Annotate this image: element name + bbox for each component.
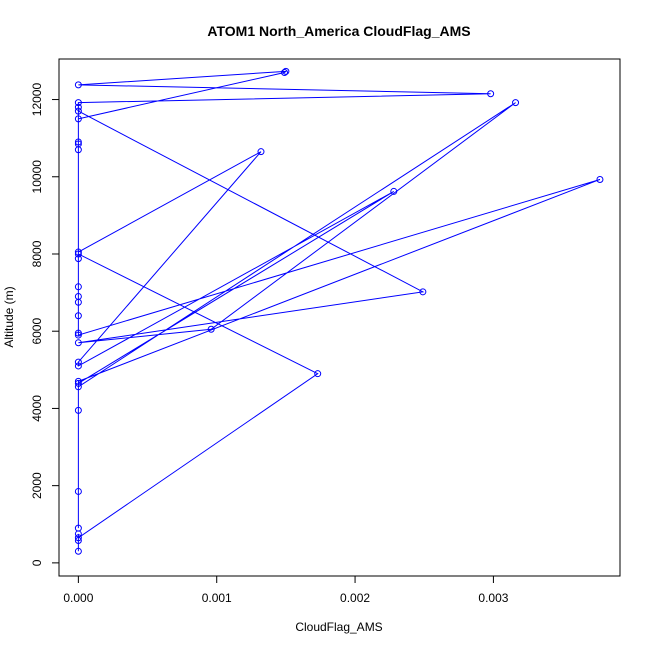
y-tick-label: 6000 <box>30 318 44 345</box>
data-point <box>596 175 604 183</box>
data-point <box>74 362 82 370</box>
data-point <box>74 312 82 320</box>
x-axis-label: CloudFlag_AMS <box>295 620 382 634</box>
data-point <box>74 379 82 387</box>
data-point <box>512 99 520 107</box>
data-point <box>74 103 82 111</box>
x-tick-label: 0.003 <box>478 591 508 605</box>
data-point <box>74 331 82 339</box>
data-point <box>74 377 82 385</box>
y-tick-label: 2000 <box>30 472 44 499</box>
data-point <box>281 69 289 77</box>
x-axis: 0.000 0.001 0.002 0.003 <box>63 575 509 605</box>
data-point <box>74 329 82 337</box>
data-point <box>74 339 82 347</box>
data-point <box>314 370 322 378</box>
series-layer <box>77 70 601 552</box>
data-point <box>74 283 82 291</box>
data-point <box>257 148 265 156</box>
data-point <box>74 146 82 154</box>
y-tick-label: 0 <box>30 559 44 566</box>
data-point <box>74 358 82 366</box>
data-point <box>74 138 82 146</box>
data-point <box>74 547 82 555</box>
y-axis-label: Altitude (m) <box>2 286 16 347</box>
data-point <box>74 524 82 532</box>
data-point <box>74 487 82 495</box>
data-point <box>74 107 82 115</box>
point-layer <box>74 67 604 555</box>
data-point <box>74 383 82 391</box>
data-point <box>207 325 215 333</box>
y-axis: 0 2000 4000 6000 8000 10000 12000 <box>30 83 60 566</box>
y-tick-label: 10000 <box>30 160 44 194</box>
data-point <box>74 534 82 542</box>
x-tick-label: 0.000 <box>63 591 93 605</box>
data-point <box>74 536 82 544</box>
series-line <box>77 70 601 552</box>
data-point <box>74 99 82 107</box>
data-point <box>390 187 398 195</box>
data-point <box>74 248 82 256</box>
data-point <box>74 255 82 263</box>
data-point <box>74 115 82 123</box>
data-point <box>487 90 495 98</box>
y-tick-label: 8000 <box>30 240 44 267</box>
data-point <box>282 67 290 75</box>
chart-title: ATOM1 North_America CloudFlag_AMS <box>207 23 470 39</box>
data-point <box>74 406 82 414</box>
x-tick-label: 0.002 <box>340 591 370 605</box>
data-point <box>74 298 82 306</box>
y-tick-label: 12000 <box>30 83 44 117</box>
y-tick-label: 4000 <box>30 395 44 422</box>
data-point <box>74 81 82 89</box>
data-point <box>74 250 82 258</box>
data-point <box>419 288 427 296</box>
x-tick-label: 0.001 <box>202 591 232 605</box>
